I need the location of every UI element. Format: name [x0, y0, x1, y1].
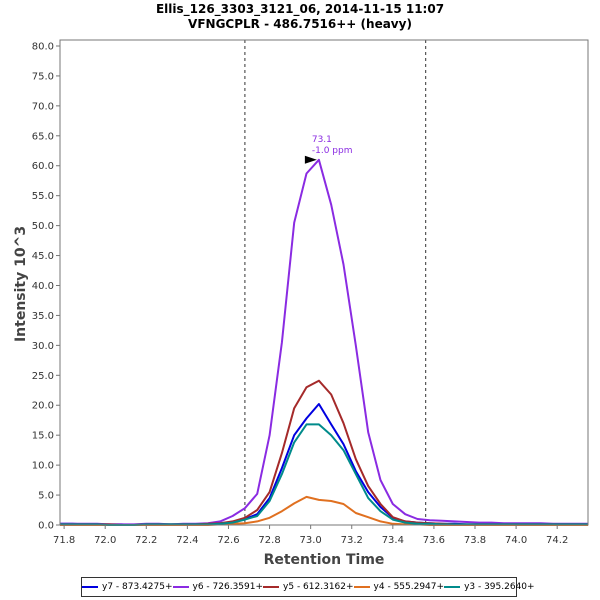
- chart-legend: y7 - 873.4275+ y6 - 726.3591+ y5 - 612.316…: [81, 577, 535, 597]
- series-line-y6: [60, 158, 588, 526]
- x-tick-label: 72.6: [217, 535, 239, 546]
- legend-swatch: [172, 586, 189, 588]
- y-tick-label: 20.0: [32, 401, 54, 412]
- x-tick-label: 73.2: [341, 535, 363, 546]
- y-tick-label: 50.0: [32, 221, 54, 232]
- y-tick-label: 65.0: [32, 131, 54, 142]
- y-tick-label: 5.0: [38, 491, 54, 502]
- legend-label: y7 - 873.4275+: [102, 582, 173, 592]
- y-tick-label: 35.0: [32, 311, 54, 322]
- legend-label: y4 - 555.2947+: [373, 582, 445, 592]
- peak-marker-arrow: [304, 155, 317, 164]
- x-tick-label: 71.8: [53, 535, 75, 546]
- x-tick-label: 72.4: [176, 535, 198, 546]
- series-line-y3: [60, 423, 588, 526]
- y-tick-label: 15.0: [32, 431, 54, 442]
- x-tick-label: 73.6: [423, 535, 445, 546]
- x-tick-label: 74.0: [505, 535, 527, 546]
- chart-subtitle: VFNGCPLR - 486.7516++ (heavy): [188, 17, 412, 31]
- y-tick-label: 70.0: [32, 101, 54, 112]
- y-tick-label: 40.0: [32, 281, 54, 292]
- peak-rt-label: 73.1: [312, 135, 332, 145]
- legend-item: y3 - 395.2640+: [444, 582, 535, 592]
- y-axis-label: Intensity 10^3: [13, 226, 29, 342]
- legend-label: y3 - 395.2640+: [464, 582, 535, 592]
- x-tick-label: 72.2: [135, 535, 157, 546]
- legend-item: y5 - 612.3162+: [263, 582, 354, 592]
- chart-title: Ellis_126_3303_3121_06, 2014-11-15 11:07: [155, 2, 445, 16]
- legend-swatch: [353, 586, 370, 588]
- x-tick-label: 73.4: [382, 535, 404, 546]
- series-line-y4: [60, 495, 588, 526]
- x-axis-label: Retention Time: [264, 552, 385, 568]
- y-tick-label: 75.0: [32, 71, 54, 82]
- y-tick-label: 30.0: [32, 341, 54, 352]
- y-tick-label: 45.0: [32, 251, 54, 262]
- legend-label: y6 - 726.3591+: [192, 582, 264, 592]
- legend-label: y5 - 612.3162+: [283, 582, 354, 592]
- x-tick-label: 73.0: [300, 535, 322, 546]
- y-tick-label: 80.0: [32, 41, 54, 52]
- y-tick-label: 25.0: [32, 371, 54, 382]
- x-tick-label: 73.8: [464, 535, 486, 546]
- x-tick-label: 72.0: [94, 535, 116, 546]
- series-line-y7: [60, 403, 588, 526]
- legend-item: y4 - 555.2947+: [353, 582, 445, 592]
- peak-ppm-label: -1.0 ppm: [312, 146, 353, 156]
- x-tick-label: 74.2: [546, 535, 568, 546]
- plot-frame: [59, 39, 589, 526]
- series-line-y5: [60, 379, 588, 526]
- x-tick-label: 72.8: [258, 535, 280, 546]
- legend-swatch: [444, 586, 461, 588]
- legend-swatch: [263, 586, 280, 588]
- legend-item: y6 - 726.3591+: [172, 582, 264, 592]
- y-tick-label: 55.0: [32, 191, 54, 202]
- y-tick-label: 10.0: [32, 461, 54, 472]
- legend-item: y7 - 873.4275+: [82, 582, 173, 592]
- y-tick-label: 0.0: [38, 521, 54, 532]
- legend-swatch: [82, 586, 98, 588]
- y-tick-label: 60.0: [32, 161, 54, 172]
